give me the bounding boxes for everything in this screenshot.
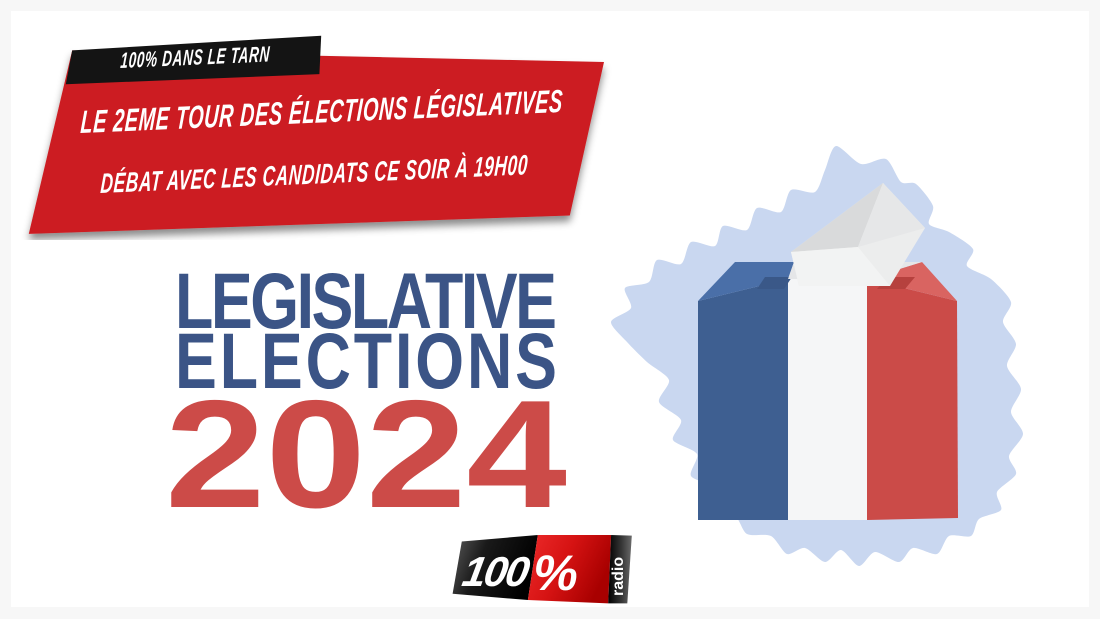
svg-text:100: 100 <box>459 548 534 595</box>
